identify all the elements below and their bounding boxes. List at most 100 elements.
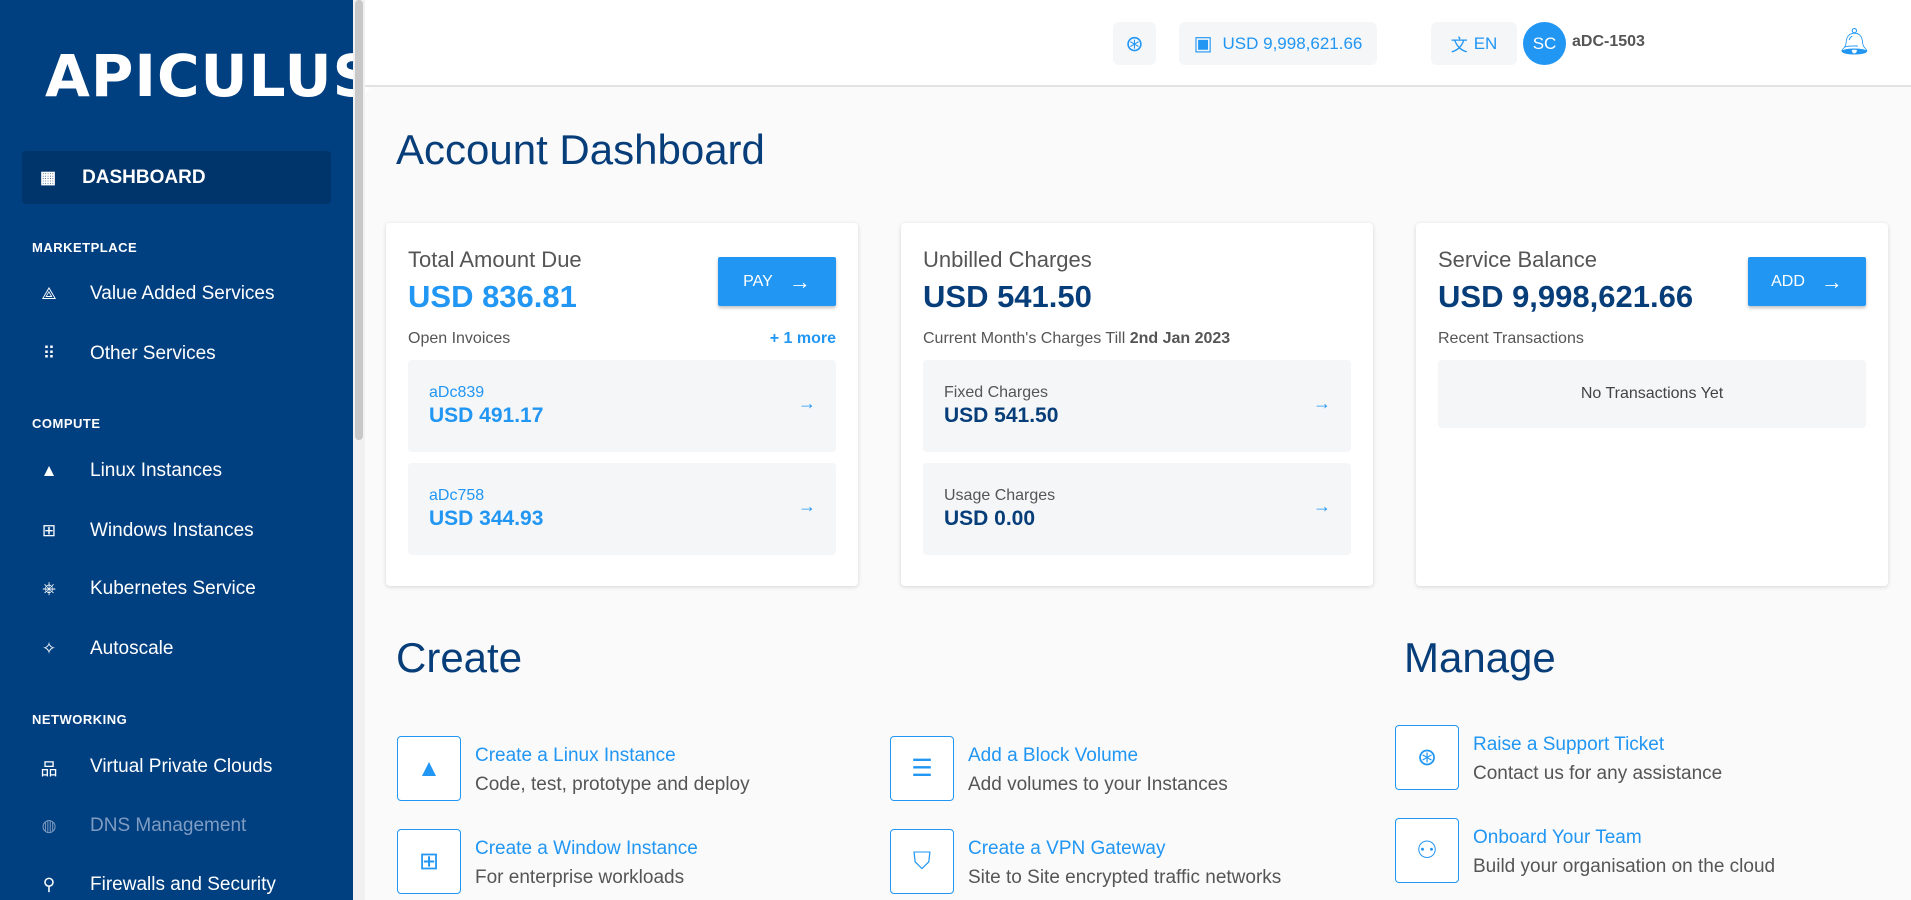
sidebar-item-dns-management[interactable]: ◍ DNS Management xyxy=(36,811,247,841)
sidebar-item-label: DASHBOARD xyxy=(82,166,206,188)
translate-icon: 文 xyxy=(1450,36,1468,55)
team-icon: ⚇ xyxy=(1395,818,1459,883)
sidebar-scrollbar[interactable] xyxy=(353,0,365,900)
charge-amount: USD 541.50 xyxy=(944,404,1059,427)
action-title[interactable]: Create a Window Instance xyxy=(475,838,698,859)
action-desc: Code, test, prototype and deploy xyxy=(475,774,750,795)
more-invoices-link[interactable]: + 1 more xyxy=(769,330,836,347)
charges-period-label: Current Month's Charges Till xyxy=(923,330,1130,347)
charges-period-date: 2nd Jan 2023 xyxy=(1129,330,1231,347)
invoice-id: aDc758 xyxy=(429,487,485,504)
language-button[interactable]: 文 EN xyxy=(1431,22,1517,65)
sidebar-item-virtual-private-clouds[interactable]: 品 Virtual Private Clouds xyxy=(36,752,273,782)
linux-icon: ▲ xyxy=(397,736,461,801)
globe-icon: ◍ xyxy=(41,816,57,835)
linux-icon: ▲ xyxy=(40,461,58,480)
charge-label: Usage Charges xyxy=(944,487,1056,504)
scrollbar-thumb[interactable] xyxy=(355,0,363,440)
card-title: Unbilled Charges xyxy=(923,247,1092,272)
storage-icon: ☰ xyxy=(890,736,954,801)
raise-support-ticket[interactable]: ⊛ Raise a Support Ticket Contact us for an… xyxy=(1395,725,1722,790)
windows-icon: ⊞ xyxy=(41,521,57,540)
action-title[interactable]: Add a Block Volume xyxy=(968,745,1139,766)
sidebar-item-label: Firewalls and Security xyxy=(90,874,276,895)
sidebar-item-kubernetes-service[interactable]: ⎈ Kubernetes Service xyxy=(36,574,256,604)
sidebar-item-other-services[interactable]: ⠿ Other Services xyxy=(36,339,216,369)
card-title: Service Balance xyxy=(1438,247,1597,272)
service-balance-card: Service Balance USD 9,998,621.66 ADD → Re… xyxy=(1416,223,1888,586)
invoice-amount: USD 491.17 xyxy=(429,404,544,427)
action-title[interactable]: Create a VPN Gateway xyxy=(968,838,1166,859)
create-linux-instance[interactable]: ▲ Create a Linux Instance Code, test, prot… xyxy=(397,736,750,801)
page-title: Account Dashboard xyxy=(396,126,765,173)
windows-icon: ⊞ xyxy=(397,829,461,894)
language-label: EN xyxy=(1473,33,1498,53)
sidebar-item-label: Kubernetes Service xyxy=(90,578,256,599)
onboard-your-team[interactable]: ⚇ Onboard Your Team Build your organisatio… xyxy=(1395,818,1775,883)
logo-text: APICULUS xyxy=(45,42,376,110)
lifebuoy-icon: ⊛ xyxy=(1125,30,1144,56)
network-icon: 品 xyxy=(40,759,58,779)
charge-label: Fixed Charges xyxy=(944,384,1049,401)
card-title: Total Amount Due xyxy=(408,247,582,272)
sidebar-item-label: Value Added Services xyxy=(90,283,275,304)
magic-wand-icon: ✧ xyxy=(41,639,57,658)
card-amount: USD 836.81 xyxy=(408,279,577,314)
support-button[interactable]: ⊛ xyxy=(1113,22,1156,65)
add-block-volume[interactable]: ☰ Add a Block Volume Add volumes to your I… xyxy=(890,736,1228,801)
apiculus-logo[interactable]: APICULUS xyxy=(45,42,375,110)
avatar[interactable]: SC xyxy=(1523,22,1566,65)
usage-charges-row[interactable]: Usage Charges USD 0.00 → xyxy=(923,463,1351,555)
total-amount-due-card: Total Amount Due USD 836.81 PAY → Open In… xyxy=(386,223,858,586)
create-window-instance[interactable]: ⊞ Create a Window Instance For enterprise … xyxy=(397,829,698,894)
section-compute: COMPUTE xyxy=(32,416,101,431)
bell-icon[interactable]: 🔔︎ xyxy=(1838,26,1872,56)
sidebar-item-label: Linux Instances xyxy=(90,460,223,481)
action-desc: Add volumes to your Instances xyxy=(968,774,1228,795)
charges-period: Current Month's Charges Till 2nd Jan 202… xyxy=(923,330,1230,348)
fixed-charges-row[interactable]: Fixed Charges USD 541.50 → xyxy=(923,360,1351,452)
recent-transactions-label: Recent Transactions xyxy=(1438,330,1584,347)
card-amount: USD 541.50 xyxy=(923,279,1092,314)
sidebar: APICULUS ▦ DASHBOARD MARKETPLACE ⟁ Value A… xyxy=(0,0,374,900)
action-desc: Site to Site encrypted traffic networks xyxy=(968,867,1282,888)
action-desc: Build your organisation on the cloud xyxy=(1473,856,1776,877)
wallet-balance-button[interactable]: ▣ USD 9,998,621.66 xyxy=(1179,22,1377,65)
arrow-right-icon: → xyxy=(798,393,816,413)
create-vpn-gateway[interactable]: ⛉ Create a VPN Gateway Site to Site encryp… xyxy=(890,829,1281,894)
sidebar-item-firewalls-and-security[interactable]: ⚲ Firewalls and Security xyxy=(36,870,276,900)
wallet-icon: ▣ xyxy=(1193,33,1213,55)
action-desc: Contact us for any assistance xyxy=(1473,763,1723,784)
pay-button[interactable]: PAY → xyxy=(718,257,836,306)
sidebar-item-linux-instances[interactable]: ▲ Linux Instances xyxy=(36,456,222,486)
username[interactable]: aDC-1503 xyxy=(1572,33,1645,50)
open-invoices-label: Open Invoices xyxy=(408,330,511,347)
sidebar-item-dashboard[interactable]: ▦ DASHBOARD xyxy=(22,151,331,204)
button-label: ADD xyxy=(1771,272,1805,290)
dashboard-icon: ▦ xyxy=(40,167,57,187)
action-desc: For enterprise workloads xyxy=(475,867,685,888)
kubernetes-icon: ⎈ xyxy=(42,579,56,598)
unbilled-charges-card: Unbilled Charges USD 541.50 Current Mont… xyxy=(901,223,1373,586)
sidebar-item-windows-instances[interactable]: ⊞ Windows Instances xyxy=(36,516,254,546)
sidebar-item-autoscale[interactable]: ✧ Autoscale xyxy=(36,634,174,664)
sidebar-item-value-added-services[interactable]: ⟁ Value Added Services xyxy=(36,279,275,309)
sidebar-item-label: Other Services xyxy=(90,343,216,364)
invoice-row[interactable]: aDc758 USD 344.93 → xyxy=(408,463,836,555)
sidebar-item-label: Autoscale xyxy=(90,638,174,659)
action-title[interactable]: Raise a Support Ticket xyxy=(1473,734,1665,755)
invoice-row[interactable]: aDc839 USD 491.17 → xyxy=(408,360,836,452)
action-title[interactable]: Create a Linux Instance xyxy=(475,745,676,766)
button-label: PAY xyxy=(743,272,773,290)
create-heading: Create xyxy=(396,634,523,681)
empty-transactions: No Transactions Yet xyxy=(1438,360,1866,428)
sidebar-item-label: Windows Instances xyxy=(90,520,254,541)
card-amount: USD 9,998,621.66 xyxy=(1438,279,1694,314)
add-funds-button[interactable]: ADD → xyxy=(1748,257,1866,306)
arrow-right-icon: → xyxy=(1820,268,1843,294)
arrow-right-icon: → xyxy=(788,268,811,294)
arrow-right-icon: → xyxy=(798,496,816,516)
action-title[interactable]: Onboard Your Team xyxy=(1473,827,1642,848)
section-marketplace: MARKETPLACE xyxy=(32,240,138,255)
sidebar-item-label: DNS Management xyxy=(90,815,247,836)
